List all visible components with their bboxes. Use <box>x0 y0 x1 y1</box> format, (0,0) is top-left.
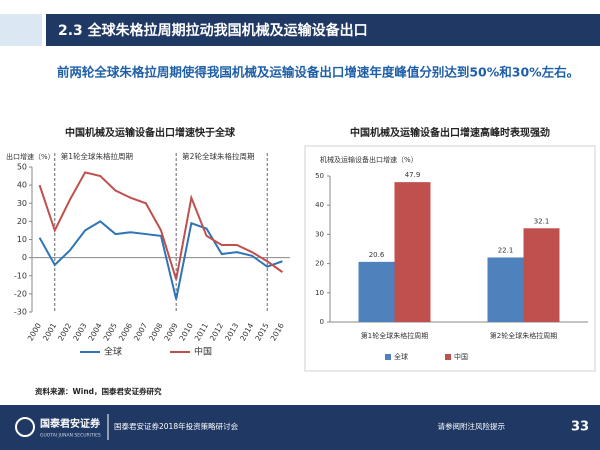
y-tick-label: 0 <box>22 253 27 262</box>
header-accent <box>0 14 42 46</box>
footer-bar <box>0 405 600 450</box>
logo-icon <box>15 417 35 437</box>
y-tick-label: 20 <box>17 217 27 226</box>
header-title: 2.3 全球朱格拉周期拉动我国机械及运输设备出口 <box>58 22 368 39</box>
footer-disclaimer: 请参阅附注风险提示 <box>438 421 506 431</box>
bar <box>358 261 395 322</box>
y-tick-label: 40 <box>315 201 324 209</box>
bar <box>394 182 431 322</box>
footer-event: 国泰君安证券2018年投资策略研讨会 <box>114 421 239 431</box>
line-series <box>38 220 283 300</box>
source: 资料来源：Wind，国泰君安证券研究 <box>35 386 162 396</box>
annotation: 第1轮全球朱格拉周期 <box>61 151 133 161</box>
legend-swatch <box>385 354 391 360</box>
legend-label: 全球 <box>104 346 122 358</box>
legend-label: 中国 <box>194 346 212 358</box>
legend-label: 全球 <box>394 352 408 361</box>
legend-swatch <box>445 354 451 360</box>
annotation: 第2轮全球朱格拉周期 <box>182 151 254 161</box>
data-label: 32.1 <box>534 217 550 225</box>
line-series <box>38 171 283 280</box>
y-tick-label: 50 <box>17 163 27 172</box>
footer-logo: 国泰君安证券 <box>40 417 101 430</box>
page-number: 33 <box>571 420 589 435</box>
y-tick-label: -10 <box>14 271 27 280</box>
y-tick-label: 30 <box>315 230 324 238</box>
data-label: 22.1 <box>498 246 514 254</box>
summary: 前两轮全球朱格拉周期使得我国机械及运输设备出口增速年度峰值分别达到50%和30%… <box>57 65 579 80</box>
footer-logo-en: GUOTAI JUNAN SECURITIES <box>40 433 101 439</box>
header-bar <box>46 14 600 46</box>
y-tick-label: 50 <box>315 172 324 180</box>
y-tick-label: 10 <box>17 235 27 244</box>
bar <box>487 257 524 322</box>
x-tick-label: 第2轮全球朱格拉周期 <box>490 331 557 340</box>
chart-title: 中国机械及运输设备出口增速快于全球 <box>65 126 236 139</box>
y-tick-label: 30 <box>17 199 27 208</box>
y-axis-label: 出口增速（%） <box>6 152 55 161</box>
data-label: 47.9 <box>405 171 421 179</box>
legend-label: 中国 <box>454 352 468 361</box>
chart-title: 中国机械及运输设备出口增速高峰时表现强劲 <box>350 126 550 139</box>
y-tick-label: 0 <box>320 318 324 326</box>
chart-frame <box>304 145 596 372</box>
data-label: 20.6 <box>369 251 385 259</box>
y-tick-label: -30 <box>14 308 27 317</box>
y-tick-label: 20 <box>315 260 324 268</box>
y-tick-label: 40 <box>17 181 27 190</box>
y-tick-label: 10 <box>315 289 324 297</box>
y-axis-label: 机械及运输设备出口增速（%） <box>320 155 418 164</box>
y-tick-label: -20 <box>14 289 27 298</box>
x-tick-label: 第1轮全球朱格拉周期 <box>361 331 428 340</box>
bar <box>523 228 560 322</box>
